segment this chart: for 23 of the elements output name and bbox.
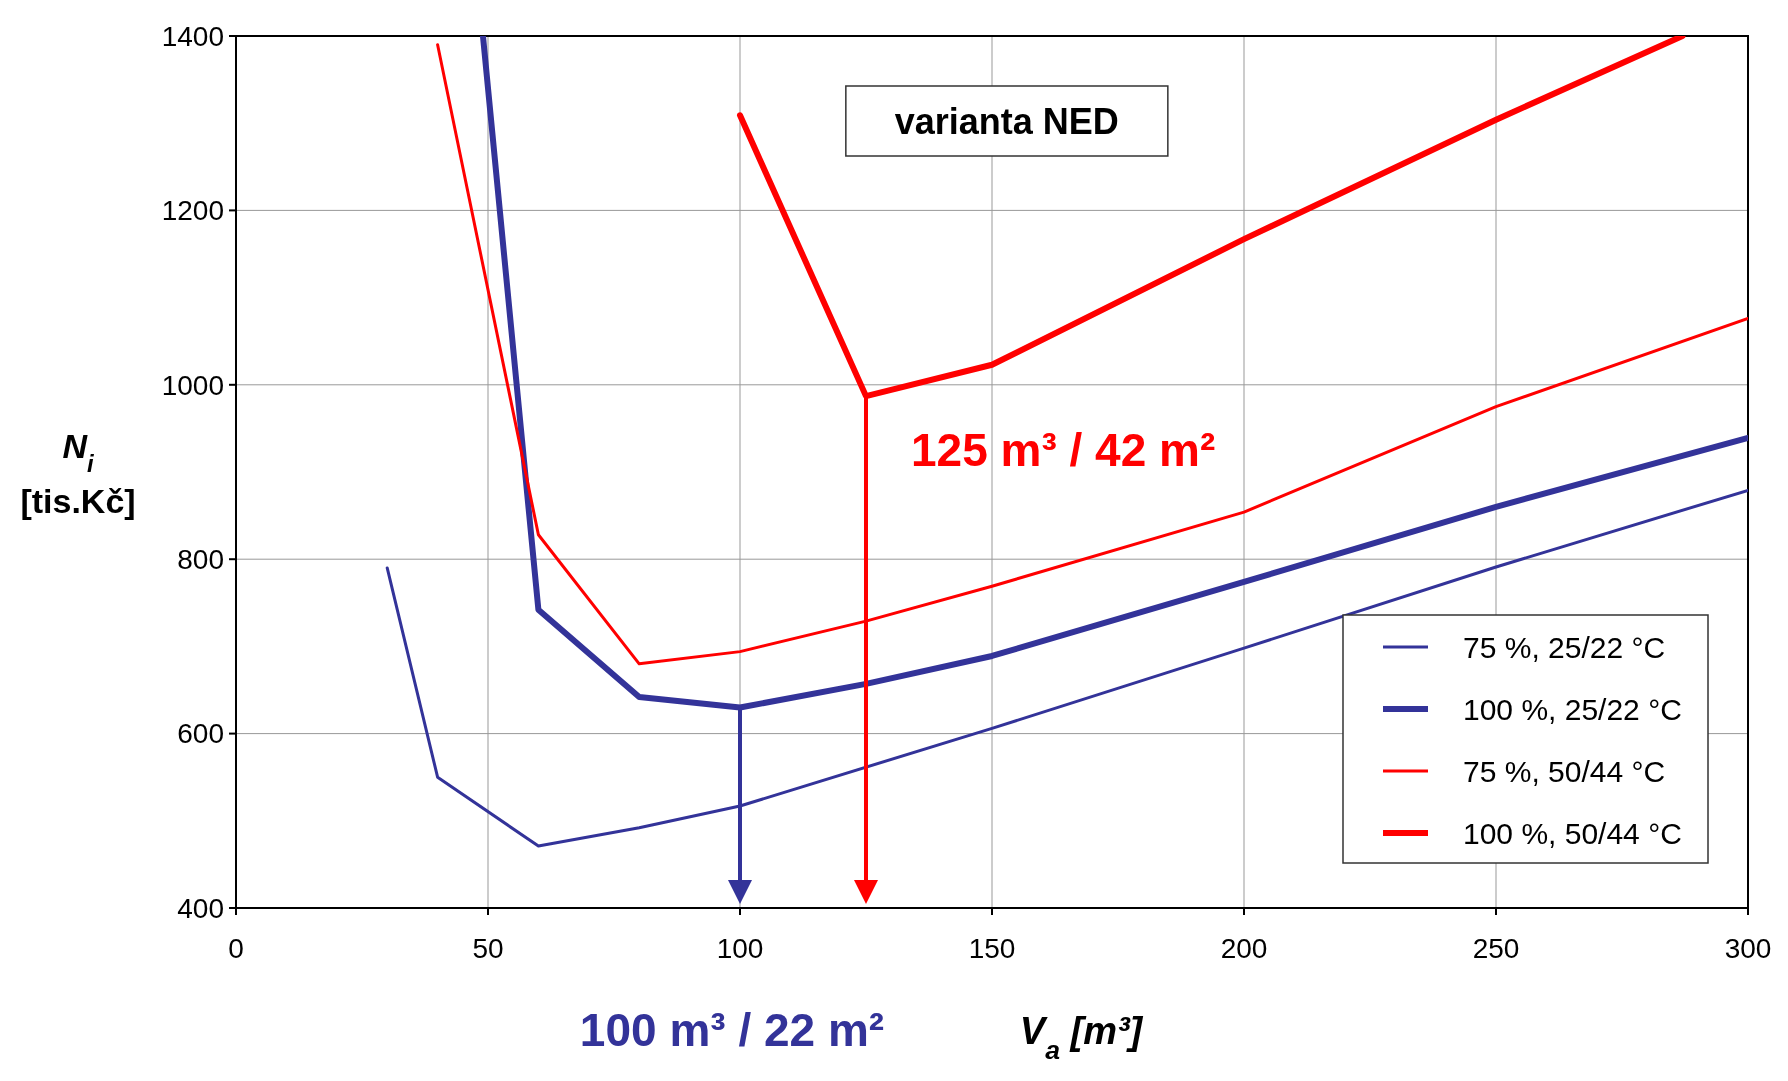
line-series	[385, 488, 1748, 848]
text: 100 m³ / 22 m²	[579, 1004, 885, 1056]
legend-label: 100 %, 25/22 °C	[1463, 692, 1682, 726]
x-axis-title: V$_{a}$ [m³]	[1019, 1010, 1144, 1065]
x-tick-label: 200	[1220, 933, 1268, 964]
x-tick-label: 150	[968, 933, 1016, 964]
y-tick-label: 600	[177, 718, 224, 750]
x-tick-label: 300	[1724, 933, 1772, 964]
y-tick-label: 400	[177, 892, 224, 924]
y-tick-label: 1200	[161, 195, 224, 227]
legend-label: 100 %, 50/44 °C	[1463, 816, 1682, 850]
y-axis-title: N$_{i}$ [tis.Kč]	[20, 427, 136, 520]
y-tick-label: 1000	[161, 369, 224, 401]
y-tick-label: 1400	[161, 20, 224, 52]
y-tick-label: 800	[177, 544, 224, 575]
legend-label: 75 %, 50/44 °C	[1463, 754, 1666, 788]
annotation: varianta NED	[894, 100, 1119, 142]
x-tick-label: 0	[228, 933, 244, 964]
annotation: 125 m³ / 42 m²	[911, 424, 1216, 477]
x-tick-label: 50	[472, 933, 504, 964]
x-tick-label: 100	[716, 933, 764, 964]
legend-label: 75 %, 25/22 °C	[1463, 630, 1666, 664]
x-tick-label: 250	[1472, 933, 1520, 964]
